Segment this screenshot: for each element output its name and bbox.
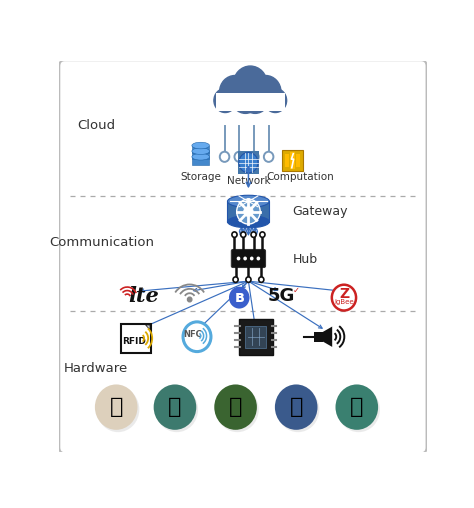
Circle shape <box>237 199 260 224</box>
Circle shape <box>336 385 378 430</box>
FancyBboxPatch shape <box>192 157 210 165</box>
FancyBboxPatch shape <box>59 60 427 453</box>
FancyBboxPatch shape <box>192 151 210 159</box>
FancyBboxPatch shape <box>245 326 266 348</box>
Circle shape <box>220 152 229 162</box>
Text: ʙ: ʙ <box>235 290 244 305</box>
Text: RFID: RFID <box>123 337 146 346</box>
Circle shape <box>264 152 273 162</box>
Text: 📺: 📺 <box>290 397 303 417</box>
FancyBboxPatch shape <box>121 324 151 353</box>
Circle shape <box>277 387 319 432</box>
Text: 🚗: 🚗 <box>109 397 123 417</box>
Ellipse shape <box>192 148 210 154</box>
Polygon shape <box>323 327 332 347</box>
Circle shape <box>155 387 198 432</box>
Circle shape <box>232 232 237 237</box>
Ellipse shape <box>228 195 269 207</box>
Circle shape <box>241 232 246 237</box>
Ellipse shape <box>192 142 210 149</box>
Circle shape <box>250 76 281 108</box>
Text: 5G: 5G <box>268 287 295 305</box>
Circle shape <box>235 152 244 162</box>
Text: Storage: Storage <box>180 172 221 182</box>
Text: Gateway: Gateway <box>292 205 348 218</box>
Circle shape <box>246 277 251 282</box>
Text: igBee: igBee <box>334 299 354 304</box>
Text: NFC: NFC <box>183 330 202 339</box>
Text: Hardware: Hardware <box>64 362 128 374</box>
Circle shape <box>264 88 287 112</box>
Ellipse shape <box>192 153 210 160</box>
Text: 💡: 💡 <box>168 397 182 417</box>
Text: 🔒: 🔒 <box>350 397 364 417</box>
Circle shape <box>260 232 265 237</box>
Circle shape <box>97 387 139 432</box>
Circle shape <box>244 206 253 216</box>
Circle shape <box>237 257 240 261</box>
Circle shape <box>214 385 257 430</box>
Ellipse shape <box>228 215 269 228</box>
Circle shape <box>249 152 259 162</box>
FancyBboxPatch shape <box>296 154 300 167</box>
Circle shape <box>231 83 260 113</box>
Text: 📱: 📱 <box>229 397 242 417</box>
Circle shape <box>256 257 260 261</box>
Circle shape <box>219 76 250 108</box>
Text: lte: lte <box>128 285 159 306</box>
Circle shape <box>250 257 254 261</box>
Circle shape <box>229 287 249 308</box>
Polygon shape <box>146 325 150 330</box>
FancyBboxPatch shape <box>216 93 284 111</box>
Circle shape <box>259 277 264 282</box>
Circle shape <box>275 385 318 430</box>
Circle shape <box>337 387 380 432</box>
Text: Network: Network <box>227 176 270 186</box>
Circle shape <box>251 232 256 237</box>
FancyBboxPatch shape <box>228 201 269 221</box>
Circle shape <box>216 387 259 432</box>
Text: Computation: Computation <box>266 172 334 182</box>
FancyBboxPatch shape <box>290 152 295 169</box>
Text: ✓: ✓ <box>292 286 300 295</box>
Circle shape <box>233 66 267 102</box>
Circle shape <box>332 284 356 310</box>
Text: Hub: Hub <box>292 253 318 266</box>
Circle shape <box>154 385 196 430</box>
FancyBboxPatch shape <box>231 249 265 268</box>
Text: Communication: Communication <box>49 236 154 249</box>
Text: Cloud: Cloud <box>77 119 115 132</box>
Text: Z: Z <box>339 288 349 301</box>
FancyBboxPatch shape <box>192 145 210 153</box>
Circle shape <box>187 297 192 302</box>
Circle shape <box>241 83 269 113</box>
FancyBboxPatch shape <box>239 319 273 355</box>
FancyBboxPatch shape <box>285 154 289 167</box>
Circle shape <box>233 277 238 282</box>
Circle shape <box>243 257 247 261</box>
Circle shape <box>239 152 258 173</box>
FancyBboxPatch shape <box>314 332 323 342</box>
Circle shape <box>183 322 211 352</box>
Circle shape <box>214 88 237 112</box>
FancyBboxPatch shape <box>282 150 303 171</box>
FancyBboxPatch shape <box>238 151 259 174</box>
Circle shape <box>95 385 137 430</box>
